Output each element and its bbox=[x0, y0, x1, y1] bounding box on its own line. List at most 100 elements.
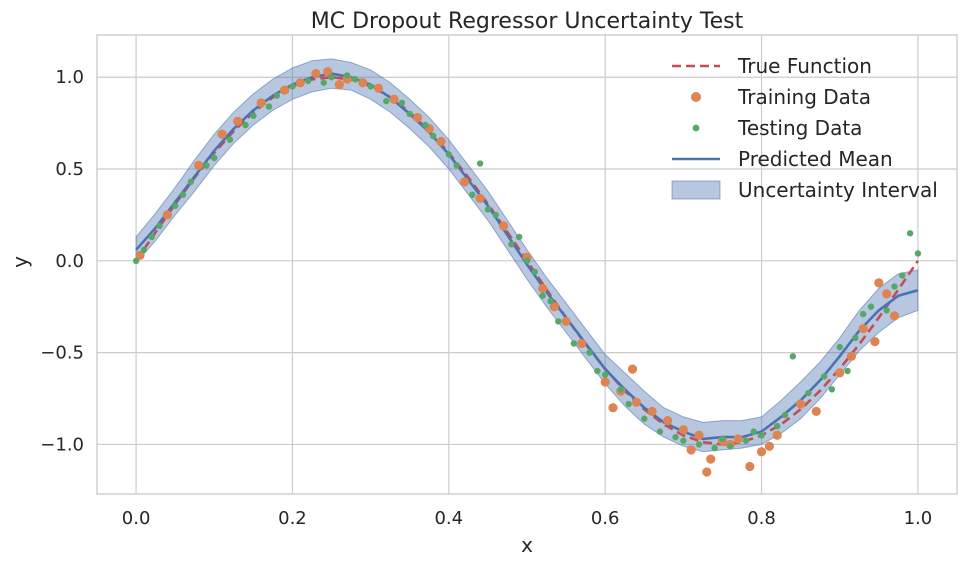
training-point bbox=[764, 441, 774, 451]
legend-label: Testing Data bbox=[737, 116, 862, 140]
x-tick-label: 0.4 bbox=[434, 508, 463, 529]
training-point bbox=[796, 399, 806, 409]
testing-point bbox=[867, 303, 875, 310]
testing-point bbox=[476, 160, 484, 167]
x-tick-label: 0.0 bbox=[122, 508, 151, 529]
training-point bbox=[389, 94, 399, 104]
testing-point bbox=[132, 257, 140, 265]
training-point bbox=[631, 397, 642, 407]
training-point bbox=[745, 461, 755, 472]
testing-point bbox=[523, 257, 531, 265]
training-point bbox=[874, 278, 884, 288]
testing-point bbox=[211, 154, 218, 162]
training-point bbox=[412, 113, 423, 123]
training-point bbox=[772, 430, 782, 440]
training-point bbox=[577, 338, 587, 349]
x-axis-label: x bbox=[521, 533, 533, 557]
testing-point bbox=[914, 250, 922, 257]
legend: True Function Training Data Testing Data Pr… bbox=[671, 54, 938, 202]
training-point bbox=[733, 434, 743, 444]
training-point bbox=[459, 177, 470, 187]
chart-title: MC Dropout Regressor Uncertainty Test bbox=[311, 9, 744, 34]
x-tick-label: 0.8 bbox=[747, 508, 776, 529]
plot-frame bbox=[96, 34, 958, 495]
legend-label: True Function bbox=[737, 54, 872, 78]
testing-point bbox=[148, 233, 155, 241]
training-point bbox=[889, 311, 900, 321]
testing-point bbox=[383, 97, 390, 105]
training-point bbox=[323, 67, 333, 77]
point-layer bbox=[132, 67, 922, 477]
y-tick-label: 0.0 bbox=[55, 251, 84, 272]
testing-point bbox=[828, 386, 836, 393]
testing-point bbox=[445, 151, 453, 158]
training-point bbox=[870, 337, 880, 347]
training-point bbox=[846, 351, 857, 361]
testing-point bbox=[367, 83, 374, 90]
testing-point bbox=[289, 83, 296, 90]
training-point bbox=[647, 406, 657, 416]
training-point bbox=[756, 447, 767, 457]
training-point bbox=[256, 98, 266, 108]
testing-point bbox=[844, 367, 851, 375]
training-point bbox=[217, 129, 227, 139]
testing-point bbox=[304, 77, 312, 85]
training-point bbox=[233, 116, 243, 126]
testing-point bbox=[641, 415, 648, 422]
training-point bbox=[311, 68, 321, 79]
training-point bbox=[835, 368, 845, 378]
testing-point bbox=[273, 92, 281, 99]
testing-point bbox=[547, 298, 554, 305]
training-point bbox=[694, 430, 704, 440]
testing-point bbox=[695, 441, 703, 448]
testing-point bbox=[156, 222, 163, 230]
testing-point bbox=[398, 99, 406, 107]
testing-point bbox=[492, 211, 499, 219]
testing-point bbox=[594, 367, 601, 375]
testing-point bbox=[343, 72, 351, 79]
testing-point bbox=[422, 121, 429, 129]
testing-point bbox=[656, 428, 664, 435]
training-point bbox=[280, 85, 290, 95]
testing-point bbox=[781, 411, 789, 419]
testing-point bbox=[625, 400, 632, 408]
training-point bbox=[882, 289, 892, 299]
testing-point bbox=[742, 437, 750, 444]
legend-uncertainty-swatch bbox=[671, 180, 721, 200]
training-point bbox=[436, 136, 446, 147]
legend-label: Predicted Mean bbox=[738, 147, 893, 171]
training-point bbox=[663, 415, 673, 426]
training-point bbox=[608, 403, 618, 413]
y-tick-label: 1.0 bbox=[55, 67, 84, 88]
testing-point bbox=[179, 191, 187, 198]
testing-point bbox=[242, 121, 249, 129]
y-tick-label: −1.0 bbox=[40, 434, 84, 455]
testing-point bbox=[820, 373, 828, 380]
training-point bbox=[475, 193, 485, 204]
testing-point bbox=[453, 162, 460, 169]
training-point bbox=[678, 425, 688, 435]
testing-point bbox=[899, 272, 906, 279]
testing-point bbox=[531, 268, 539, 276]
x-tick-label: 0.6 bbox=[591, 508, 620, 529]
training-point bbox=[706, 454, 716, 464]
training-point bbox=[135, 250, 145, 260]
legend-training-swatch bbox=[691, 92, 701, 102]
predicted-mean-line bbox=[135, 72, 919, 441]
testing-point bbox=[469, 191, 476, 198]
training-point bbox=[498, 221, 509, 231]
training-point bbox=[358, 78, 368, 88]
testing-point bbox=[852, 334, 859, 342]
testing-point bbox=[226, 136, 234, 143]
y-tick-label: −0.5 bbox=[40, 343, 84, 364]
training-point bbox=[162, 210, 172, 220]
testing-point bbox=[789, 353, 797, 360]
training-point bbox=[373, 83, 384, 93]
testing-point bbox=[617, 386, 625, 393]
x-tick-label: 0.2 bbox=[278, 508, 307, 529]
testing-point bbox=[805, 389, 812, 397]
testing-point bbox=[750, 428, 757, 435]
training-point bbox=[295, 78, 305, 88]
testing-point bbox=[719, 435, 726, 443]
